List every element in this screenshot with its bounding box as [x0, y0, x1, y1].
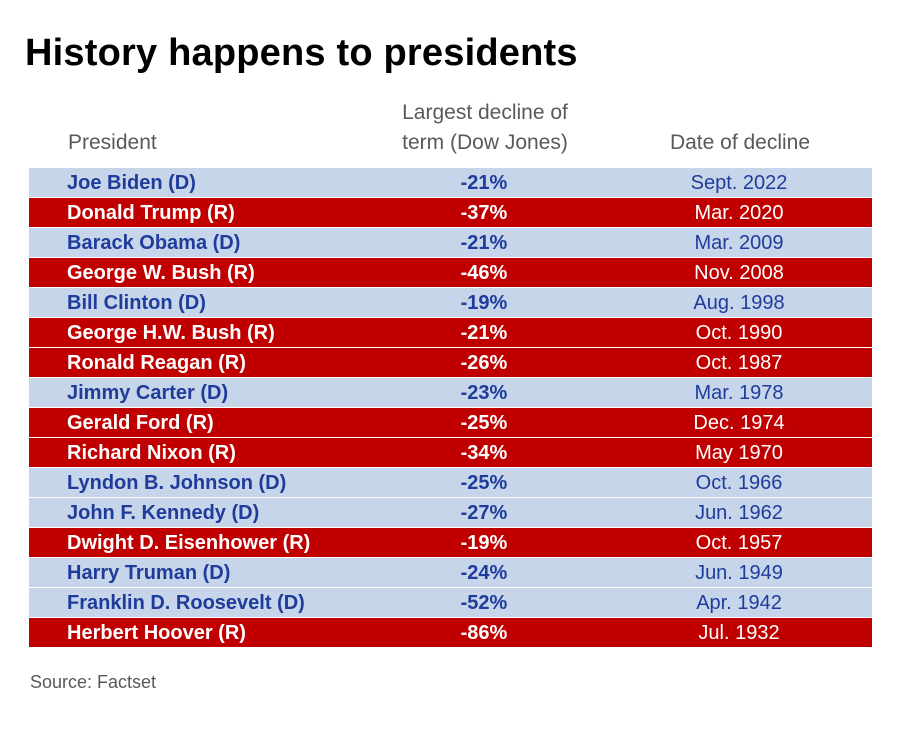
- decline-value: -25%: [460, 472, 508, 494]
- president-name: Donald Trump (R): [67, 202, 235, 224]
- decline-date: Dec. 1974: [693, 412, 785, 434]
- chart-title: History happens to presidents: [25, 32, 578, 74]
- decline-value: -46%: [460, 262, 508, 284]
- president-name: Harry Truman (D): [67, 562, 231, 584]
- decline-date: Oct. 1990: [695, 322, 783, 344]
- president-name: George H.W. Bush (R): [67, 322, 275, 344]
- decline-date: May 1970: [695, 442, 783, 464]
- president-name: John F. Kennedy (D): [67, 502, 260, 524]
- table-row: Dwight D. Eisenhower (R) -19% Oct. 1957: [29, 528, 872, 558]
- decline-value: -19%: [460, 532, 508, 554]
- president-name: Barack Obama (D): [67, 232, 241, 254]
- decline-value: -19%: [460, 292, 508, 314]
- source-note: Source: Factset: [30, 672, 157, 692]
- decline-value: -52%: [460, 592, 508, 614]
- column-header-president: President: [68, 131, 157, 154]
- table-row: George H.W. Bush (R) -21% Oct. 1990: [29, 318, 872, 348]
- decline-value: -37%: [460, 202, 508, 224]
- decline-value: -27%: [460, 502, 508, 524]
- table-row: John F. Kennedy (D) -27% Jun. 1962: [29, 498, 872, 528]
- decline-date: Jun. 1962: [695, 502, 783, 524]
- decline-value: -23%: [460, 382, 508, 404]
- decline-value: -24%: [460, 562, 508, 584]
- president-name: Bill Clinton (D): [67, 292, 206, 314]
- table-row: Joe Biden (D) -21% Sept. 2022: [29, 168, 872, 198]
- presidents-table: Joe Biden (D) -21% Sept. 2022 Donald Trump …: [29, 168, 872, 648]
- president-name: Joe Biden (D): [67, 172, 196, 194]
- table-row: Barack Obama (D) -21% Mar. 2009: [29, 228, 872, 258]
- table-row: Franklin D. Roosevelt (D) -52% Apr. 1942: [29, 588, 872, 618]
- decline-date: Mar. 1978: [694, 382, 784, 404]
- president-name: Lyndon B. Johnson (D): [67, 472, 287, 494]
- president-name: Dwight D. Eisenhower (R): [67, 532, 311, 554]
- decline-date: Jun. 1949: [695, 562, 783, 584]
- table-row: Richard Nixon (R) -34% May 1970: [29, 438, 872, 468]
- president-name: Ronald Reagan (R): [67, 352, 246, 374]
- decline-date: Oct. 1987: [695, 352, 783, 374]
- decline-date: Aug. 1998: [693, 292, 785, 314]
- decline-value: -25%: [460, 412, 508, 434]
- decline-value: -34%: [460, 442, 508, 464]
- table-row: George W. Bush (R) -46% Nov. 2008: [29, 258, 872, 288]
- president-name: Richard Nixon (R): [67, 442, 236, 464]
- president-name: Gerald Ford (R): [67, 412, 214, 434]
- decline-date: Mar. 2009: [694, 232, 784, 254]
- table-row: Ronald Reagan (R) -26% Oct. 1987: [29, 348, 872, 378]
- decline-date: Oct. 1957: [695, 532, 783, 554]
- column-header-decline-line1: Largest decline of: [402, 101, 568, 124]
- table-row: Donald Trump (R) -37% Mar. 2020: [29, 198, 872, 228]
- president-name: George W. Bush (R): [67, 262, 255, 284]
- column-header-decline: Largest decline of term (Dow Jones): [360, 98, 610, 158]
- president-name: Herbert Hoover (R): [67, 622, 246, 644]
- decline-date: Apr. 1942: [696, 592, 782, 614]
- decline-value: -21%: [460, 232, 508, 254]
- president-name: Franklin D. Roosevelt (D): [67, 592, 305, 614]
- president-name: Jimmy Carter (D): [67, 382, 229, 404]
- decline-value: -21%: [460, 172, 508, 194]
- column-header-decline-line2: term (Dow Jones): [402, 131, 568, 154]
- table-row: Lyndon B. Johnson (D) -25% Oct. 1966: [29, 468, 872, 498]
- decline-value: -21%: [460, 322, 508, 344]
- decline-value: -86%: [460, 622, 508, 644]
- table-row: Harry Truman (D) -24% Jun. 1949: [29, 558, 872, 588]
- table-row: Bill Clinton (D) -19% Aug. 1998: [29, 288, 872, 318]
- decline-date: Sept. 2022: [690, 172, 788, 194]
- decline-date: Mar. 2020: [694, 202, 784, 224]
- decline-date: Jul. 1932: [698, 622, 780, 644]
- decline-date: Oct. 1966: [695, 472, 783, 494]
- decline-date: Nov. 2008: [694, 262, 784, 284]
- table-row: Jimmy Carter (D) -23% Mar. 1978: [29, 378, 872, 408]
- table-row: Herbert Hoover (R) -86% Jul. 1932: [29, 618, 872, 648]
- decline-value: -26%: [460, 352, 508, 374]
- table-row: Gerald Ford (R) -25% Dec. 1974: [29, 408, 872, 438]
- column-header-date: Date of decline: [669, 131, 811, 154]
